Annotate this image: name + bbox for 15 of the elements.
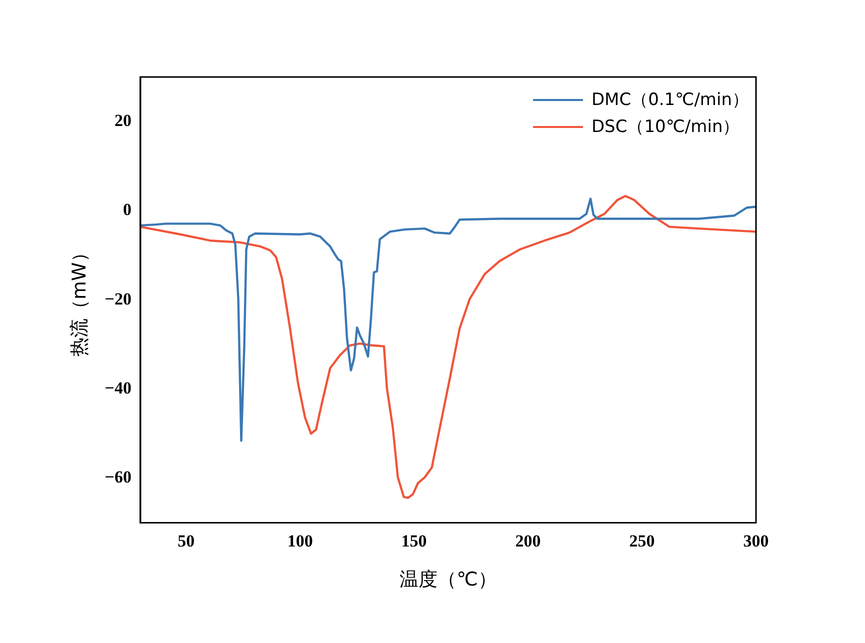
y-tick-label: −40 (104, 378, 132, 398)
legend-label: DMC（0.1℃/min） (591, 89, 749, 111)
x-tick-label: 50 (178, 531, 195, 550)
x-tick-label: 300 (743, 531, 769, 550)
y-tick-label: −60 (104, 468, 132, 487)
x-tick-label: 250 (629, 531, 655, 550)
x-axis-title: 温度（℃） (400, 568, 497, 591)
y-tick-label: 20 (114, 110, 132, 130)
x-tick-label: 150 (401, 531, 427, 550)
y-tick-label: −20 (104, 289, 132, 308)
y-tick-label: 0 (122, 200, 132, 220)
y-axis-title: 热流（mW） (68, 243, 90, 357)
x-tick-label: 200 (515, 531, 541, 550)
x-tick-label: 100 (287, 531, 313, 550)
legend-label: DSC（10℃/min） (591, 116, 740, 138)
